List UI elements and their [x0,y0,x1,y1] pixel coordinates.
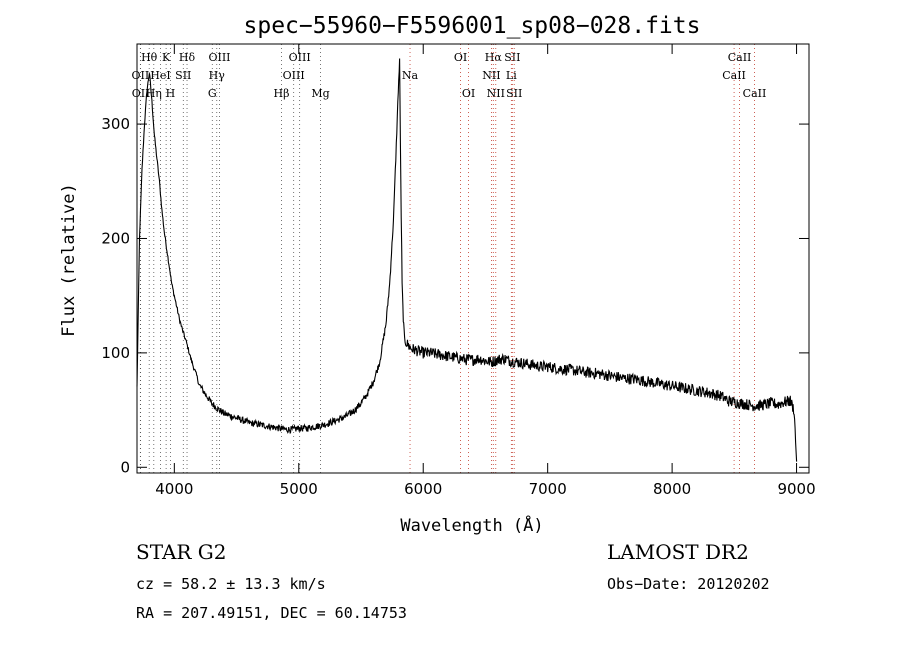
spectral-line-label: OIII [208,51,230,64]
spectral-line-label: CaII [743,87,767,100]
x-tick-label: 5000 [280,480,318,498]
coordinates-readout: RA = 207.49151, DEC = 60.14753 [136,604,407,622]
y-tick-label: 300 [101,115,130,133]
spectral-line-label: SII [175,69,191,82]
x-axis-label: Wavelength (Å) [400,514,543,536]
spectral-line-label: Hγ [209,69,226,82]
spectral-line-label: Hα [485,51,503,64]
y-tick-label: 200 [101,229,130,247]
spectral-line-label: SII [504,51,520,64]
y-tick-label: 0 [120,458,130,476]
spectral-line-label: OI [462,87,475,100]
spectral-line-label: OIII [289,51,311,64]
chart-title: spec−55960−F5596001_sp08−028.fits [244,13,701,39]
spectral-line-label: NII [482,69,500,82]
survey-name: LAMOST DR2 [607,540,749,564]
spectral-line-label: OII [132,87,150,100]
spectral-line-label: SII [506,87,522,100]
x-tick-label: 7000 [529,480,567,498]
spectral-line-label: OIII [283,69,305,82]
spectral-line-markers: Hθ OII OII K HeI Hη SII H Hδ OIII Hγ G Hβ OIII OIII Mg N… [132,44,767,473]
spectral-line-label: HeI [150,69,170,82]
spectral-line-label: OII [132,69,150,82]
x-tick-label: 8000 [653,480,691,498]
spectral-line-label: H [166,87,176,100]
x-tick-label: 4000 [155,480,193,498]
spectral-line-label: Na [402,69,419,82]
y-axis-label: Flux (relative) [59,183,79,337]
redshift-readout: cz = 58.2 ± 13.3 km/s [136,575,326,593]
x-axis-ticks: 4000 5000 6000 7000 8000 9000 [155,44,816,498]
observation-date: Obs−Date: 20120202 [607,575,770,593]
x-tick-label: 6000 [404,480,442,498]
spectral-line-label: Hθ [141,51,158,64]
plot-frame [136,43,810,474]
spectrum-line [136,58,798,462]
spectral-line-label: G [208,87,217,100]
spectral-line-label: Hδ [179,51,196,64]
spectral-line-label: Mg [311,87,329,100]
y-axis-ticks: 0 100 200 300 [101,115,809,476]
spectral-line-label: OI [454,51,467,64]
spectral-line-label: Hβ [274,87,290,100]
x-tick-label: 9000 [777,480,815,498]
spectral-line-label: NII [487,87,505,100]
spectral-line-label: Li [506,69,517,82]
y-tick-label: 100 [101,344,130,362]
spectral-line-label: K [162,51,171,64]
spectral-line-label: CaII [728,51,752,64]
spectral-line-label: CaII [722,69,746,82]
spectral-line-label: Hη [146,87,162,100]
object-classification: STAR G2 [136,540,227,564]
